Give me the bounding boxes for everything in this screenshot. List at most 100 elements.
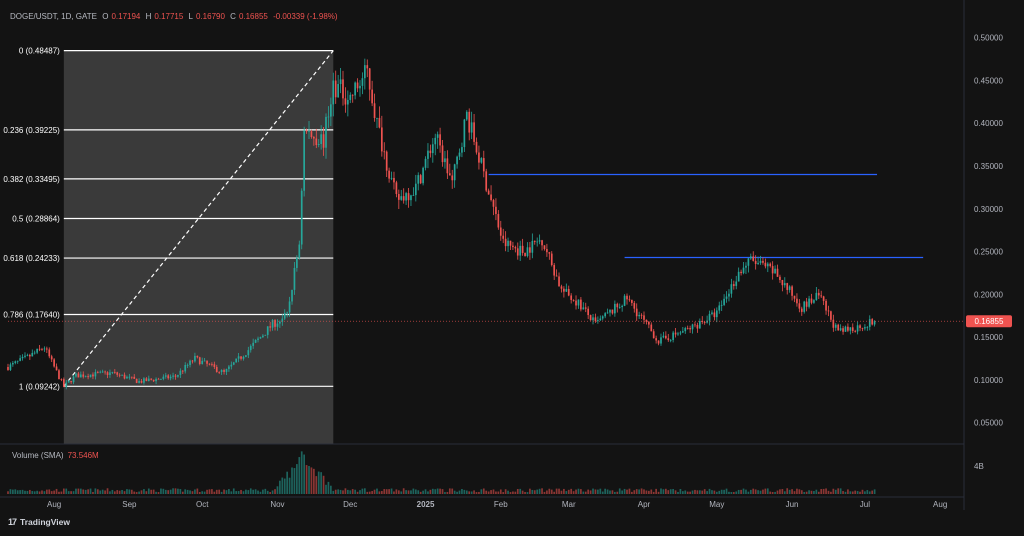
volume-legend[interactable]: Volume (SMA) 73.546M bbox=[12, 451, 99, 460]
candle-body bbox=[473, 122, 475, 142]
candle-body bbox=[519, 245, 522, 256]
candle-body bbox=[109, 372, 111, 376]
volume-bar bbox=[696, 490, 699, 494]
candle-body bbox=[575, 300, 577, 306]
volume-bar bbox=[174, 488, 177, 494]
candle-body bbox=[444, 158, 446, 163]
volume-bar bbox=[871, 490, 874, 494]
volume-bar bbox=[643, 489, 645, 494]
candle-body bbox=[594, 317, 597, 322]
symbol-label[interactable]: DOGE/USDT, 1D, GATE bbox=[10, 12, 97, 21]
volume-bar bbox=[779, 489, 781, 494]
volume-bar bbox=[140, 490, 143, 494]
volume-bar bbox=[669, 489, 672, 494]
volume-bar bbox=[264, 488, 267, 494]
volume-bar bbox=[286, 471, 289, 494]
candle-body bbox=[194, 355, 196, 362]
volume-bar bbox=[451, 488, 454, 494]
candle-body bbox=[303, 130, 306, 191]
candle-body bbox=[43, 348, 46, 350]
candle-body bbox=[698, 321, 701, 329]
candle-body bbox=[633, 302, 636, 309]
volume-bar bbox=[412, 488, 415, 494]
candle-body bbox=[53, 359, 55, 367]
volume-bar bbox=[711, 490, 713, 494]
candle-body bbox=[368, 68, 371, 90]
x-tick-label: Sep bbox=[122, 500, 137, 509]
candle-body bbox=[373, 103, 376, 119]
candle-body bbox=[783, 283, 786, 286]
volume-bar bbox=[660, 488, 662, 494]
candle-body bbox=[805, 301, 808, 307]
volume-bar bbox=[339, 489, 342, 494]
candle-body bbox=[657, 340, 660, 344]
candle-body bbox=[478, 152, 480, 163]
tradingview-brand[interactable]: 17 TradingView bbox=[8, 517, 70, 527]
volume-bar bbox=[393, 491, 395, 494]
candle-body bbox=[492, 200, 495, 207]
volume-bar bbox=[507, 490, 509, 494]
volume-bar bbox=[482, 488, 485, 494]
candle-body bbox=[55, 366, 58, 371]
volume-bar bbox=[422, 490, 424, 494]
volume-bar bbox=[181, 491, 184, 494]
candle-body bbox=[395, 182, 398, 195]
candle-body bbox=[218, 371, 221, 373]
volume-bar bbox=[684, 490, 687, 494]
fib-level-label: 0 (0.48487) bbox=[19, 47, 60, 56]
volume-bar bbox=[215, 489, 218, 494]
candle-body bbox=[434, 137, 437, 145]
volume-bar bbox=[866, 490, 869, 494]
volume-bar bbox=[531, 489, 534, 494]
brand-name: TradingView bbox=[20, 517, 70, 527]
volume-bar bbox=[24, 490, 26, 494]
candle-body bbox=[648, 321, 650, 325]
candle-body bbox=[211, 364, 213, 366]
volume-bar bbox=[706, 491, 708, 494]
volume-bar bbox=[376, 488, 378, 494]
volume-bar bbox=[475, 492, 478, 494]
volume-bar bbox=[623, 488, 626, 494]
volume-bar bbox=[351, 489, 354, 494]
candle-body bbox=[652, 331, 655, 339]
volume-bar bbox=[580, 489, 582, 494]
candle-body bbox=[31, 352, 34, 357]
fibonacci-retracement[interactable]: 0 (0.48487) 0.236 (0.39225) 0.382 (0.33495… bbox=[3, 47, 334, 444]
candle-body bbox=[614, 303, 616, 314]
candle-body bbox=[28, 354, 31, 357]
volume-bar bbox=[266, 490, 269, 494]
candle-body bbox=[694, 324, 696, 326]
candle-body bbox=[618, 307, 621, 308]
volume-bar bbox=[861, 489, 864, 494]
candle-body bbox=[45, 348, 48, 350]
volume-bar bbox=[480, 489, 483, 494]
volume-bar bbox=[390, 488, 393, 494]
candle-body bbox=[742, 267, 745, 274]
candle-body bbox=[259, 337, 262, 339]
candle-body bbox=[859, 325, 861, 328]
volume-bar bbox=[405, 490, 407, 494]
candle-body bbox=[832, 319, 835, 328]
volume-bar bbox=[395, 489, 398, 494]
candle-body bbox=[152, 379, 155, 382]
candle-body bbox=[720, 304, 723, 306]
candle-body bbox=[461, 147, 463, 153]
volume-bar bbox=[7, 491, 9, 494]
x-tick-label: Aug bbox=[933, 500, 947, 509]
candle-body bbox=[75, 373, 77, 377]
tradingview-logo-icon: 17 bbox=[8, 517, 17, 527]
volume-bar bbox=[133, 491, 136, 494]
candle-body bbox=[206, 360, 208, 364]
candle-body bbox=[689, 328, 691, 330]
volume-bar bbox=[587, 489, 590, 494]
horizontal-lines[interactable] bbox=[488, 173, 924, 259]
candle-body bbox=[121, 374, 123, 376]
volume-bar bbox=[805, 491, 808, 494]
volume-bar bbox=[337, 489, 339, 494]
candle-body bbox=[50, 356, 53, 360]
candle-body bbox=[706, 320, 708, 323]
volume-bar bbox=[791, 489, 793, 494]
candle-body bbox=[359, 85, 361, 89]
candle-body bbox=[796, 298, 798, 304]
